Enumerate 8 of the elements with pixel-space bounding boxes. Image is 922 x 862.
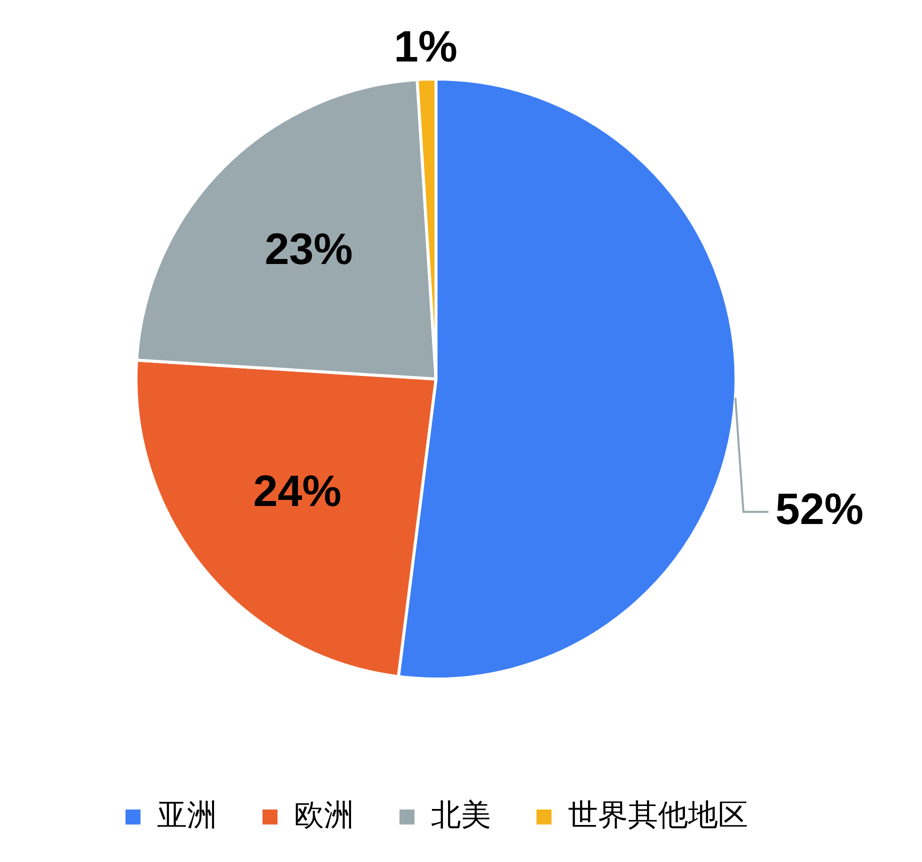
data-label: 1% xyxy=(394,22,458,72)
data-label: 52% xyxy=(775,484,864,534)
legend-label: 世界其他地区 xyxy=(568,798,748,833)
legend-label: 欧洲 xyxy=(294,798,354,833)
data-label: 24% xyxy=(253,466,342,516)
legend-label: 北美 xyxy=(431,798,491,833)
legend-label: 亚洲 xyxy=(157,798,217,833)
data-label: 23% xyxy=(264,224,353,274)
